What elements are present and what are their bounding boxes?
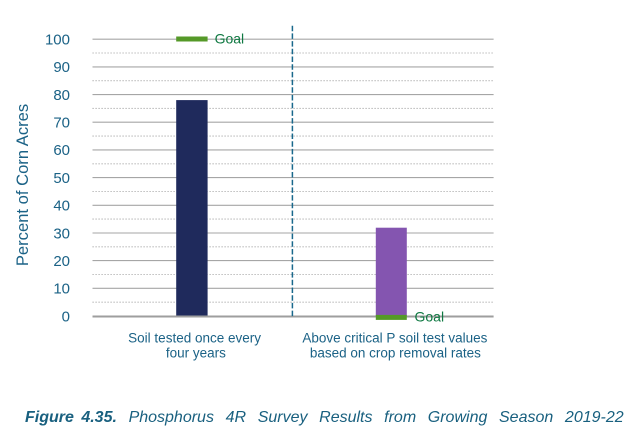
svg-text:Goal: Goal	[215, 30, 245, 46]
svg-text:20: 20	[53, 253, 70, 270]
svg-text:80: 80	[53, 87, 70, 104]
svg-text:50: 50	[53, 170, 70, 187]
svg-text:based on crop removal rates: based on crop removal rates	[310, 346, 481, 361]
svg-text:10: 10	[53, 281, 70, 298]
svg-text:100: 100	[45, 32, 70, 49]
svg-text:Soil tested once every: Soil tested once every	[128, 331, 261, 346]
svg-text:Above critical P soil test val: Above critical P soil test values	[302, 331, 487, 346]
svg-text:60: 60	[53, 142, 70, 159]
svg-text:70: 70	[53, 115, 70, 132]
svg-text:four years: four years	[166, 346, 226, 361]
svg-text:Goal: Goal	[415, 309, 445, 325]
svg-text:0: 0	[62, 308, 70, 325]
svg-text:30: 30	[53, 225, 70, 242]
svg-text:90: 90	[53, 59, 70, 76]
svg-text:Percent of Corn Acres: Percent of Corn Acres	[13, 104, 32, 266]
svg-text:40: 40	[53, 198, 70, 215]
